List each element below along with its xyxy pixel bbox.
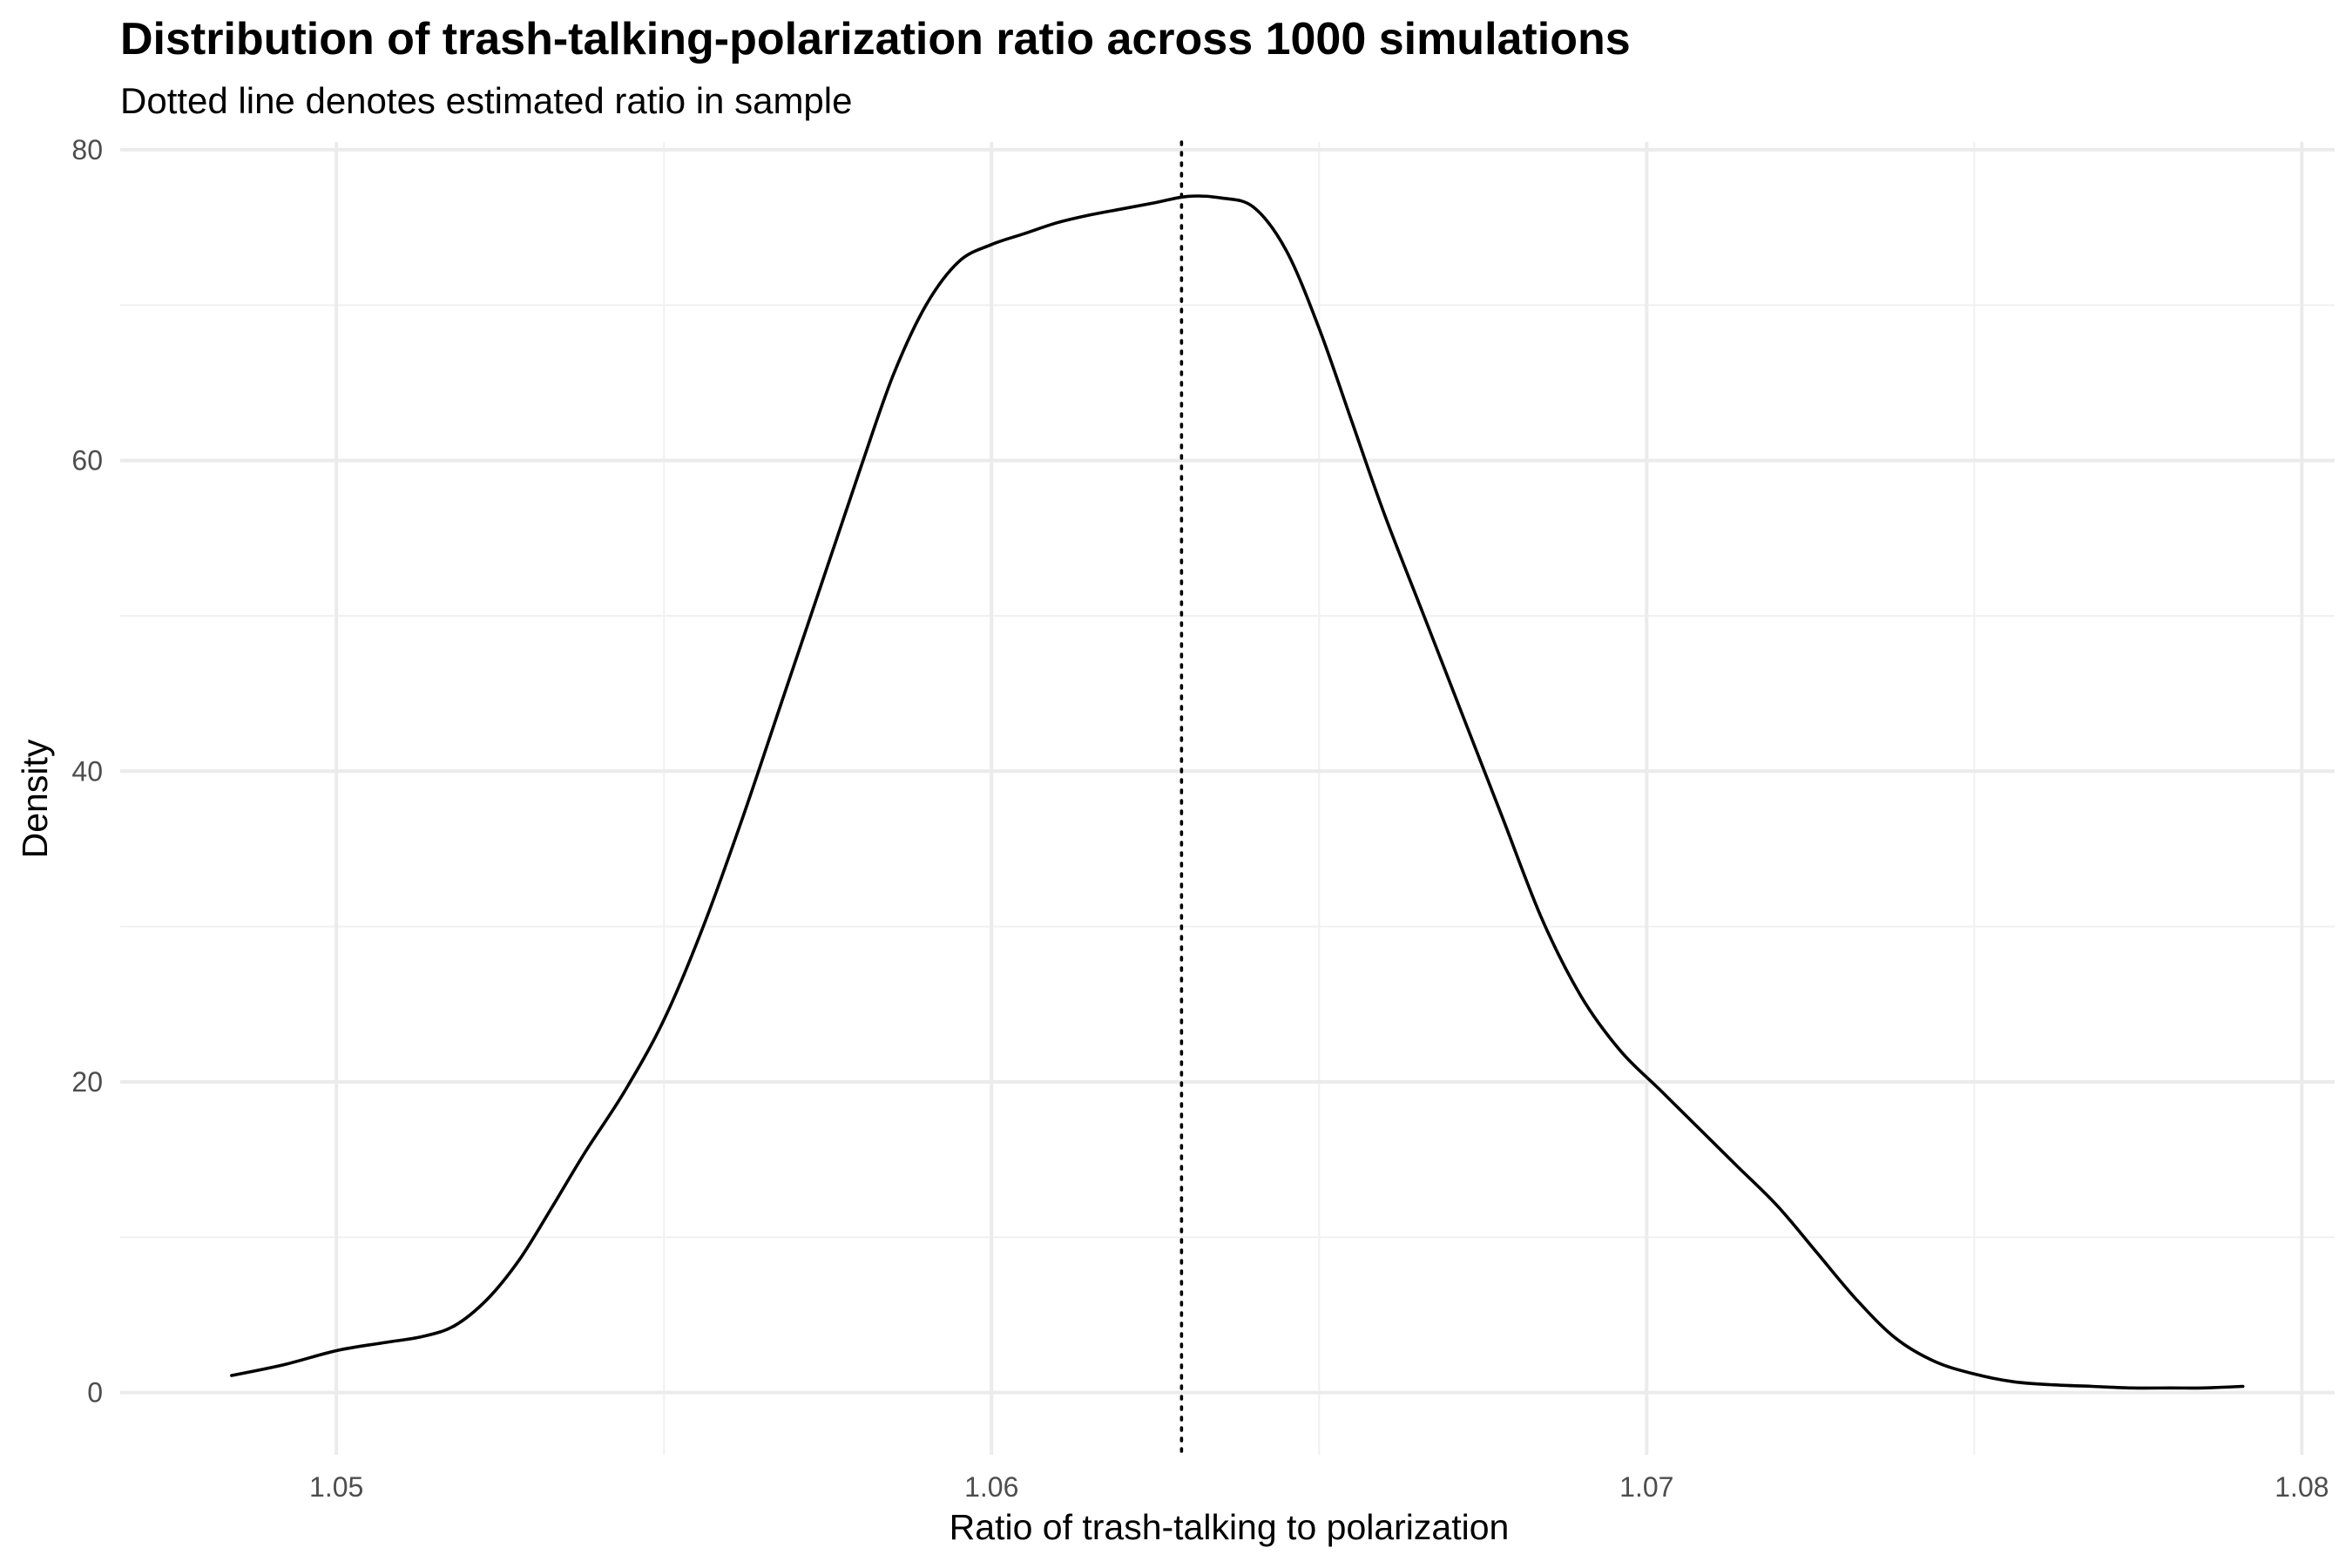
minor-gridlines bbox=[120, 142, 2335, 1455]
chart-subtitle: Dotted line denotes estimated ratio in s… bbox=[120, 80, 852, 121]
x-tick-label: 1.05 bbox=[309, 1471, 363, 1503]
x-axis-tick-labels: 1.05 1.06 1.07 1.08 bbox=[309, 1471, 2328, 1503]
y-tick-label: 60 bbox=[71, 445, 103, 476]
y-tick-label: 0 bbox=[87, 1377, 103, 1409]
chart-title: Distribution of trash-talking-polarizati… bbox=[120, 14, 1631, 64]
major-gridlines bbox=[120, 142, 2335, 1455]
y-tick-label: 40 bbox=[71, 755, 103, 787]
y-tick-label: 80 bbox=[71, 134, 103, 166]
x-tick-label: 1.08 bbox=[2274, 1471, 2328, 1503]
x-tick-label: 1.07 bbox=[1619, 1471, 1673, 1503]
y-axis-tick-labels: 0 20 40 60 80 bbox=[71, 134, 103, 1409]
x-tick-label: 1.06 bbox=[964, 1471, 1018, 1503]
x-axis-title: Ratio of trash-talking to polarization bbox=[950, 1507, 1510, 1547]
y-tick-label: 20 bbox=[71, 1066, 103, 1098]
density-curve bbox=[230, 194, 2245, 1390]
y-axis-title: Density bbox=[15, 739, 55, 858]
